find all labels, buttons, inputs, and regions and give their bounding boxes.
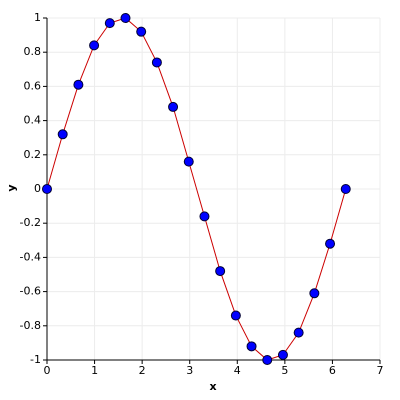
marker (168, 101, 179, 112)
x-axis-label: x (209, 380, 216, 393)
x-tick-label: 0 (44, 364, 51, 377)
marker (57, 129, 68, 140)
marker (230, 310, 241, 321)
x-tick-label: 3 (186, 364, 193, 377)
marker (309, 288, 320, 299)
marker (262, 355, 273, 365)
y-tick-label: 0.8 (24, 45, 42, 58)
marker (215, 266, 226, 277)
y-tick-label: -0.8 (20, 319, 41, 332)
y-tick-label: 0.4 (24, 114, 42, 127)
x-tick-label: 4 (234, 364, 241, 377)
marker (42, 184, 52, 194)
y-tick-label: -0.2 (20, 216, 41, 229)
y-tick-label: -0.4 (20, 250, 41, 263)
marker (277, 349, 288, 360)
marker (183, 156, 194, 167)
y-tick-label: 1 (34, 11, 41, 24)
y-axis-label: y (5, 184, 18, 191)
marker (136, 26, 147, 37)
y-tick-label: 0.6 (24, 79, 42, 92)
marker (293, 327, 304, 338)
x-tick-label: 2 (139, 364, 146, 377)
x-tick-label: 7 (377, 364, 384, 377)
y-tick-label: 0.2 (24, 148, 42, 161)
marker (325, 238, 336, 249)
y-tick-label: -0.6 (20, 285, 41, 298)
marker (89, 40, 100, 51)
marker (246, 341, 257, 352)
x-tick-label: 1 (91, 364, 98, 377)
marker (73, 79, 84, 90)
y-tick-label: 0 (34, 182, 41, 195)
y-tick-label: -1 (30, 353, 41, 366)
marker (199, 211, 210, 222)
x-tick-label: 5 (281, 364, 288, 377)
marker (340, 184, 351, 194)
marker (120, 13, 131, 23)
marker (151, 57, 162, 68)
marker (104, 18, 115, 29)
x-tick-label: 6 (329, 364, 336, 377)
